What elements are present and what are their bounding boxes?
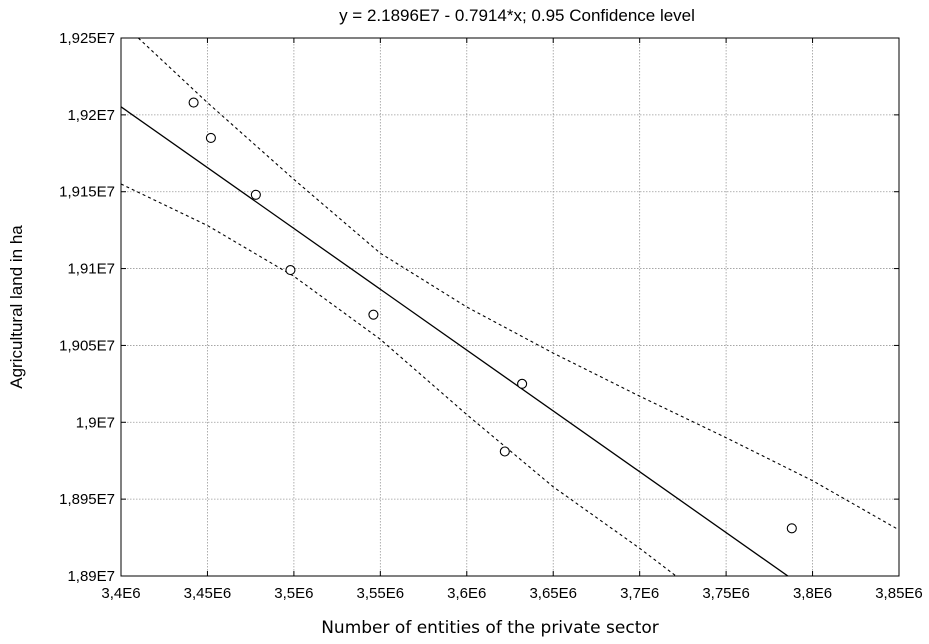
confidence-upper-band xyxy=(137,38,899,531)
y-tick-label: 1,89E7 xyxy=(67,568,115,585)
scatter-point xyxy=(285,265,296,276)
x-axis-label: Number of entities of the private sector xyxy=(321,618,659,638)
y-tick-label: 1,915E7 xyxy=(59,184,115,201)
x-tick-label: 3,7E6 xyxy=(620,585,659,602)
x-tick-label: 3,85E6 xyxy=(875,585,923,602)
plot-frame xyxy=(120,37,900,577)
x-tick-label: 3,6E6 xyxy=(447,585,486,602)
x-tick-label: 3,5E6 xyxy=(274,585,313,602)
data-points xyxy=(188,97,797,534)
y-tick-label: 1,91E7 xyxy=(67,261,115,278)
x-tick-label: 3,4E6 xyxy=(101,585,140,602)
x-tick-label: 3,65E6 xyxy=(529,585,577,602)
confidence-lower-band xyxy=(121,183,677,576)
y-tick-label: 1,9E7 xyxy=(76,414,115,431)
scatter-point xyxy=(250,189,261,200)
axis-ticks: 3,4E6 3,45E6 3,5E6 3,55E6 3,6E6 3,65E6 3,7E6 3,… xyxy=(59,30,923,602)
scatter-point xyxy=(517,378,528,389)
x-tick-label: 3,45E6 xyxy=(184,585,232,602)
x-tick-label: 3,8E6 xyxy=(793,585,832,602)
scatter-point xyxy=(188,97,199,108)
y-tick-label: 1,92E7 xyxy=(67,107,115,124)
chart-title: y = 2.1896E7 - 0.7914*x; 0.95 Confidence… xyxy=(339,6,695,25)
y-axis-label: Agricultural land in ha xyxy=(7,225,26,389)
x-tick-label: 3,55E6 xyxy=(357,585,405,602)
x-tick-label: 3,75E6 xyxy=(702,585,750,602)
y-tick-label: 1,905E7 xyxy=(59,337,115,354)
grid-lines xyxy=(121,38,899,576)
scatter-point xyxy=(368,309,379,320)
scatter-point xyxy=(499,446,510,457)
scatter-point xyxy=(205,132,216,143)
plot-lines xyxy=(121,38,899,576)
regression-line xyxy=(121,106,789,576)
y-tick-label: 1,925E7 xyxy=(59,30,115,47)
scatter-point xyxy=(786,523,797,534)
y-tick-label: 1,895E7 xyxy=(59,491,115,508)
